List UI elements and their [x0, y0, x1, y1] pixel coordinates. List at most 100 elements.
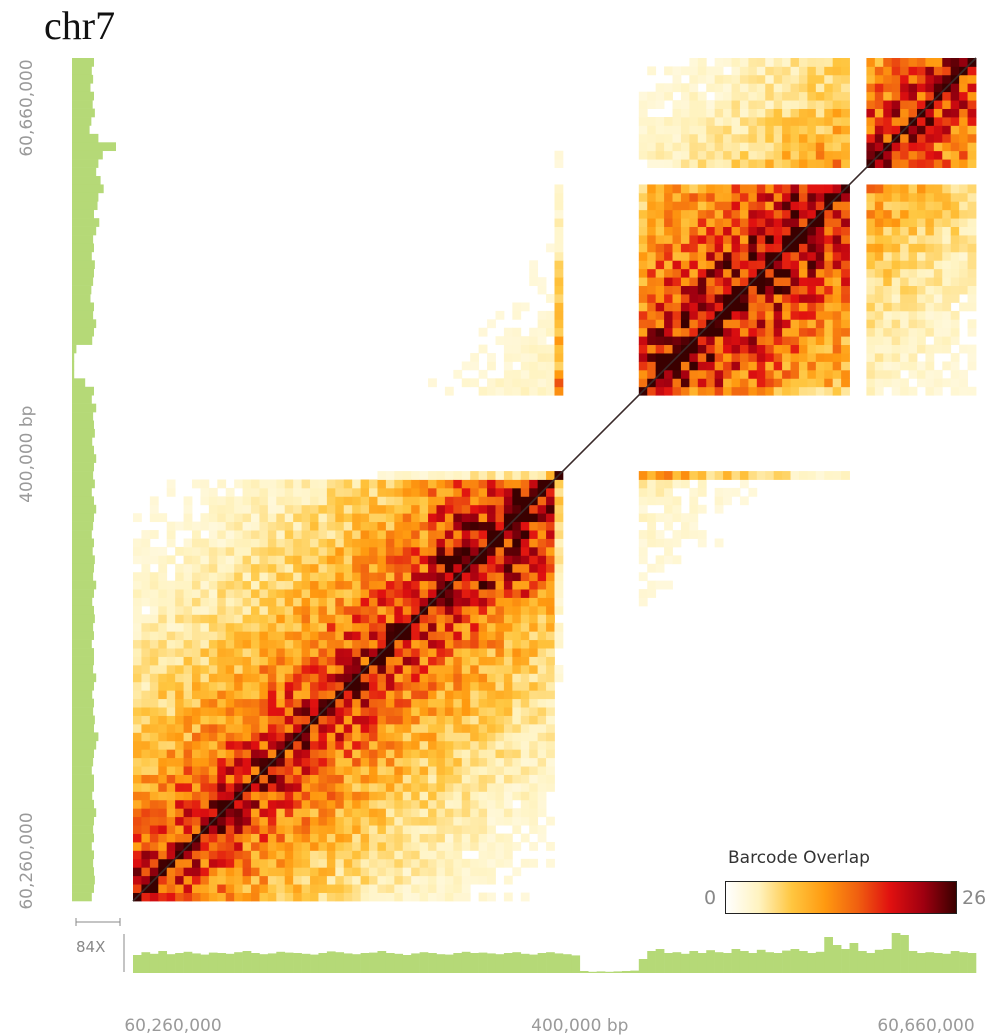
coverage-y-bar	[72, 319, 97, 329]
heatmap-cell	[866, 209, 876, 219]
heatmap-cell	[470, 546, 480, 556]
coverage-x-bar	[335, 952, 345, 973]
heatmap-cell	[360, 631, 370, 641]
heatmap-cell	[546, 622, 555, 632]
coverage-x-bar	[883, 949, 892, 973]
heatmap-cell	[554, 344, 564, 354]
heatmap-cell	[647, 580, 657, 590]
heatmap-cell	[487, 479, 496, 489]
heatmap-cell	[832, 369, 842, 379]
heatmap-cell	[428, 614, 437, 624]
heatmap-cell	[343, 605, 353, 615]
heatmap-cell	[638, 513, 648, 523]
heatmap-cell	[259, 774, 269, 784]
heatmap-cell	[925, 58, 935, 67]
heatmap-cell	[537, 378, 547, 388]
heatmap-cell	[200, 656, 210, 666]
heatmap-cell	[520, 378, 530, 388]
heatmap-cell	[428, 622, 437, 632]
heatmap-cell	[419, 513, 429, 523]
heatmap-cell	[360, 791, 370, 801]
heatmap-cell	[461, 782, 471, 792]
heatmap-cell	[385, 530, 395, 539]
heatmap-cell	[487, 487, 496, 497]
heatmap-cell	[217, 513, 227, 523]
heatmap-cell	[529, 361, 539, 371]
heatmap-cell	[385, 791, 395, 801]
heatmap-cell	[647, 285, 657, 295]
heatmap-cell	[411, 774, 421, 784]
coverage-x-bar	[436, 954, 446, 973]
heatmap-cell	[664, 285, 673, 295]
heatmap-cell	[866, 243, 876, 253]
heatmap-cell	[369, 867, 378, 877]
heatmap-cell	[326, 555, 336, 565]
heatmap-cell	[925, 369, 935, 379]
heatmap-cell	[461, 791, 471, 801]
heatmap-cell	[655, 513, 665, 523]
heatmap-cell	[444, 656, 454, 666]
heatmap-cell	[706, 353, 716, 362]
heatmap-cell	[217, 664, 227, 674]
heatmap-cell	[714, 327, 724, 337]
heatmap-cell	[554, 260, 564, 270]
heatmap-cell	[950, 226, 960, 236]
heatmap-cell	[436, 487, 446, 497]
heatmap-cell	[782, 251, 791, 261]
heatmap-grid[interactable]	[133, 58, 977, 902]
heatmap-cell	[706, 310, 716, 320]
coverage-y-bar	[72, 799, 94, 809]
heatmap-cell	[394, 690, 404, 700]
heatmap-cell	[200, 757, 210, 767]
heatmap-cell	[638, 209, 648, 219]
heatmap-cell	[360, 867, 370, 877]
heatmap-cell	[402, 479, 412, 489]
heatmap-cell	[301, 487, 311, 497]
heatmap-cell	[782, 108, 791, 118]
heatmap-cell	[208, 622, 218, 632]
heatmap-cell	[554, 580, 564, 590]
heatmap-cell	[343, 597, 353, 607]
heatmap-cell	[318, 867, 328, 877]
heatmap-cell	[276, 631, 286, 641]
heatmap-cell	[385, 690, 395, 700]
heatmap-cell	[647, 310, 657, 320]
heatmap-cell	[352, 479, 362, 489]
heatmap-cell	[495, 841, 505, 851]
coverage-x-bar	[419, 952, 429, 973]
heatmap-cell	[310, 555, 319, 565]
heatmap-cell	[335, 673, 345, 683]
heatmap-cell	[276, 639, 286, 649]
heatmap-cell	[208, 723, 218, 733]
heatmap-cell	[773, 285, 783, 295]
heatmap-cell	[175, 808, 184, 818]
heatmap-cell	[503, 707, 513, 716]
heatmap-cell	[377, 479, 387, 489]
heatmap-cell	[950, 378, 960, 388]
heatmap-cell	[714, 504, 724, 514]
heatmap-cell	[267, 850, 277, 860]
heatmap-cell	[444, 867, 454, 877]
heatmap-cell	[192, 681, 201, 691]
heatmap-cell	[394, 715, 404, 725]
heatmap-cell	[773, 235, 783, 244]
heatmap-cell	[234, 580, 243, 590]
heatmap-cell	[453, 664, 463, 674]
heatmap-cell	[301, 538, 311, 548]
heatmap-cell	[706, 209, 716, 219]
heatmap-cell	[335, 816, 345, 826]
heatmap-cell	[841, 243, 850, 253]
heatmap-cell	[175, 673, 184, 683]
heatmap-cell	[394, 782, 404, 792]
heatmap-cell	[765, 150, 775, 160]
heatmap-cell	[428, 580, 437, 590]
heatmap-cell	[419, 664, 429, 674]
heatmap-cell	[638, 344, 648, 354]
heatmap-cell	[798, 74, 808, 84]
heatmap-cell	[461, 698, 471, 708]
heatmap-cell	[495, 782, 505, 792]
heatmap-cell	[276, 892, 286, 902]
heatmap-cell	[402, 850, 412, 860]
heatmap-cell	[841, 209, 850, 219]
